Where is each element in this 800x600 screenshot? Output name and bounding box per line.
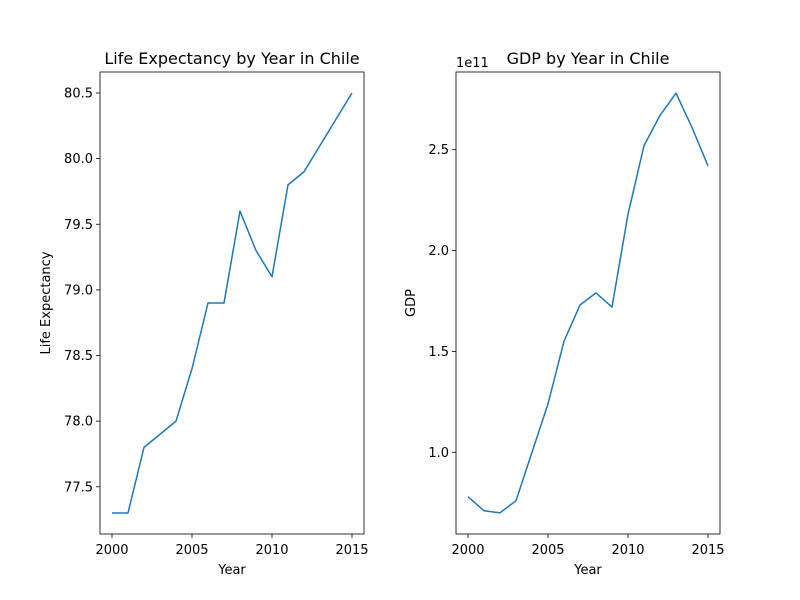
series-line [467, 92, 709, 514]
x-tick-label: 2015 [335, 543, 368, 558]
y-tick-label: 78.5 [64, 349, 93, 364]
chart-life-expectancy: Life Expectancy by Year in Chile Year Li… [39, 49, 369, 578]
plot-area: 2000 2005 2010 2015 77.5 78.0 78.5 79.0 79.5 80.0… [64, 71, 369, 558]
x-axis-label: Year [217, 563, 246, 578]
chart-title: Life Expectancy by Year in Chile [104, 49, 359, 68]
chart-title: GDP by Year in Chile [507, 49, 670, 68]
x-axis-label: Year [573, 563, 602, 578]
y-tick-label: 77.5 [64, 480, 93, 495]
axes-frame [99, 71, 365, 535]
y-tick-label: 79.5 [64, 218, 93, 233]
plot-area: 2000 2005 2010 2015 1.0 1.5 2.0 2.5 [428, 71, 725, 558]
chart-gdp: GDP by Year in Chile Year GDP 1e11 2000 2… [404, 49, 725, 578]
x-tick-label: 2010 [255, 543, 288, 558]
x-tick-label: 2005 [175, 543, 208, 558]
x-tick-label: 2010 [611, 543, 644, 558]
series-line [112, 92, 353, 514]
y-tick-label: 79.0 [64, 283, 93, 298]
y-tick-label: 1.5 [428, 345, 449, 360]
x-tick-label: 2015 [691, 543, 724, 558]
y-axis-offset-label: 1e11 [456, 56, 489, 71]
axes-frame [455, 71, 721, 535]
x-tick-label: 2005 [531, 543, 564, 558]
y-tick-label: 78.0 [64, 415, 93, 430]
y-axis-label: GDP [404, 289, 419, 317]
x-tick-label: 2000 [451, 543, 484, 558]
y-tick-label: 1.0 [428, 446, 449, 461]
y-tick-label: 80.5 [64, 87, 93, 102]
y-axis-label: Life Expectancy [39, 251, 54, 354]
y-tick-label: 2.0 [428, 244, 449, 259]
y-tick-label: 2.5 [428, 143, 449, 158]
y-tick-label: 80.0 [64, 152, 93, 167]
x-tick-label: 2000 [95, 543, 128, 558]
